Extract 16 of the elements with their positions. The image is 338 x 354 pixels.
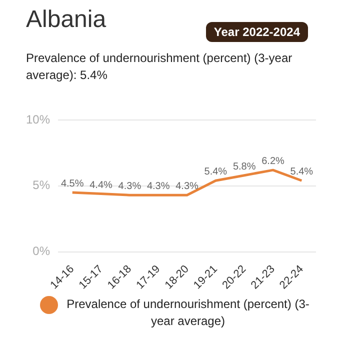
chart-subtitle: Prevalence of undernourishment (percent) (3-year average): 5.4% xyxy=(26,50,294,84)
y-tick-label: 10% xyxy=(26,112,50,126)
data-label: 5.4% xyxy=(204,166,228,178)
data-label: 4.5% xyxy=(60,178,84,190)
legend-label: Prevalence of undernourishment (percent) (3-year average) xyxy=(66,296,310,330)
y-tick-label: 5% xyxy=(32,178,50,192)
data-label: 4.3% xyxy=(146,181,170,192)
text: Year 2022-2024 xyxy=(206,22,308,42)
data-label: 4.3% xyxy=(176,181,199,192)
data-label: 6.2% xyxy=(262,156,285,168)
y-tick-label: 0% xyxy=(32,244,50,258)
chart-title: Albania xyxy=(26,6,106,34)
data-label: 4.4% xyxy=(90,180,113,191)
data-label: 5.8% xyxy=(232,161,256,172)
data-label: 5.4% xyxy=(290,166,314,178)
data-label: 4.3% xyxy=(118,181,142,192)
